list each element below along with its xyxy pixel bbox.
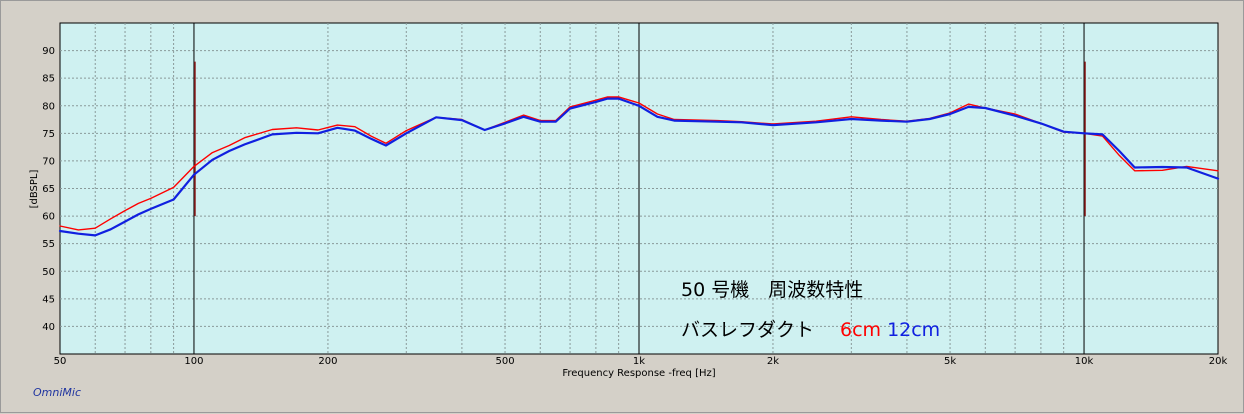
x-tick-label: 20k <box>1209 356 1228 367</box>
x-tick-label: 10k <box>1075 356 1094 367</box>
y-tick-label: 85 <box>42 74 55 85</box>
y-tick-label: 90 <box>42 46 55 57</box>
grid <box>60 23 1218 354</box>
x-tick-label: 2k <box>767 356 779 367</box>
chart-annotation-title: 50 号機 周波数特性 <box>681 279 864 301</box>
legend-6cm: 6cm <box>840 319 882 341</box>
y-tick-label: 40 <box>42 322 55 333</box>
y-tick-label: 75 <box>42 129 55 140</box>
y-tick-label: 70 <box>42 156 55 167</box>
y-tick-label: 80 <box>42 101 55 112</box>
series <box>58 96 1220 237</box>
y-tick-label: 55 <box>42 239 55 250</box>
x-axis-label: Frequency Response -freq [Hz] <box>562 368 715 379</box>
x-tick-label: 100 <box>184 356 203 367</box>
brand-label: OmniMic <box>33 386 81 399</box>
x-tick-label: 1k <box>633 356 645 367</box>
x-tick-label: 5k <box>944 356 956 367</box>
series-line-12cm <box>58 97 1220 237</box>
legend-12cm: 12cm <box>887 319 941 341</box>
x-tick-label: 50 <box>54 356 67 367</box>
y-axis-label: [dBSPL] <box>29 170 40 209</box>
y-tick-label: 45 <box>42 294 55 305</box>
series-line-6cm <box>59 96 1219 231</box>
y-tick-label: 50 <box>42 267 55 278</box>
chart-annotation-subtitle: バスレフダクト 6cm 12cm <box>681 315 940 342</box>
y-tick-label: 60 <box>42 212 55 223</box>
annotation-subtitle-text: バスレフダクト <box>681 319 815 341</box>
x-tick-label: 500 <box>495 356 514 367</box>
y-tick-label: 65 <box>42 184 55 195</box>
tick-labels: 40 45 50 55 60 65 70 75 80 85 90 50 100 200 500 1k 2k 5k 1… <box>42 46 1227 367</box>
markers <box>194 61 1086 217</box>
x-tick-label: 200 <box>318 356 337 367</box>
